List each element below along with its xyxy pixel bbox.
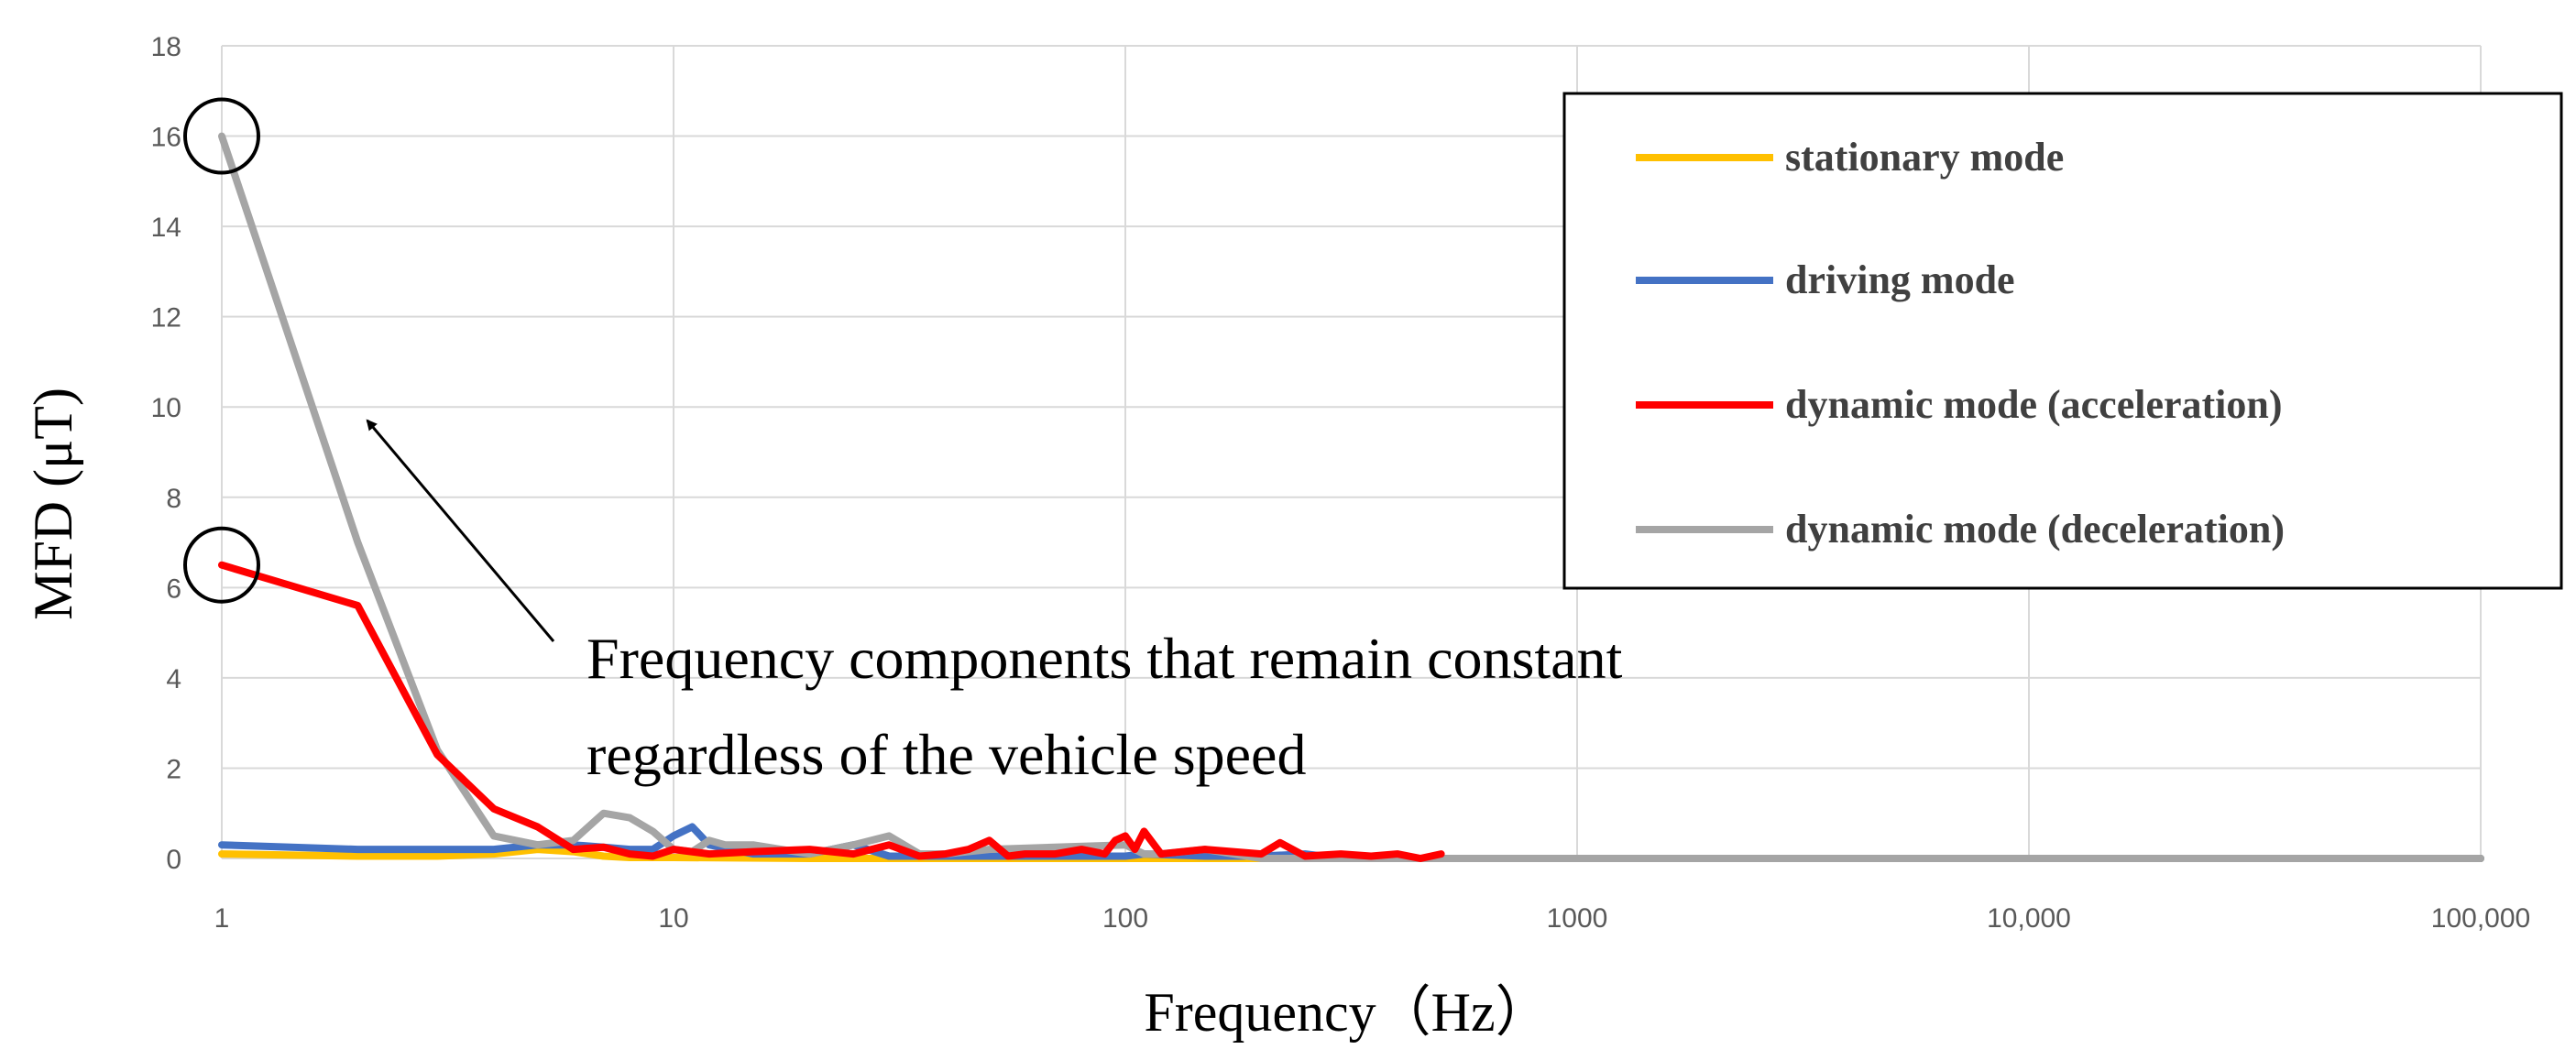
x-tick-label: 100,000 <box>2431 903 2530 934</box>
x-axis-title: Frequency（Hz） <box>1144 982 1550 1043</box>
x-tick-label: 10,000 <box>1987 903 2071 934</box>
legend-label: stationary mode <box>1785 135 2064 180</box>
y-tick-label: 2 <box>166 754 181 784</box>
y-tick-label: 16 <box>151 123 181 153</box>
annotation-line-2: regardless of the vehicle speed <box>586 722 1306 787</box>
y-tick-label: 6 <box>166 574 181 604</box>
legend-label: dynamic mode (acceleration) <box>1785 382 2283 427</box>
annotation-line-1: Frequency components that remain constan… <box>586 626 1623 691</box>
x-tick-label: 1000 <box>1547 903 1608 934</box>
x-tick-label: 100 <box>1102 903 1148 934</box>
y-axis-ticks: 0 2 4 6 8 10 12 14 16 18 <box>151 32 181 875</box>
highlight-circle <box>183 526 260 604</box>
y-axis-title: MFD (μT) <box>23 388 83 620</box>
x-tick-label: 1 <box>214 903 230 934</box>
series-line-dynamic-mode-acceleration <box>218 561 1445 862</box>
y-tick-label: 12 <box>151 303 181 333</box>
legend: stationary mode driving mode dynamic mode … <box>1562 92 2563 590</box>
y-tick-label: 0 <box>166 845 181 875</box>
series-lines <box>218 132 2484 862</box>
legend-label: driving mode <box>1785 257 2015 302</box>
y-tick-label: 14 <box>151 213 181 243</box>
y-tick-label: 18 <box>151 32 181 62</box>
annotation-arrow <box>366 419 555 642</box>
x-axis-ticks: 1 10 100 1000 10,000 100,000 <box>214 903 2531 934</box>
annotation: Frequency components that remain constan… <box>183 97 1623 787</box>
x-tick-label: 10 <box>658 903 688 934</box>
y-tick-label: 10 <box>151 393 181 423</box>
y-tick-label: 8 <box>166 484 181 514</box>
highlight-circle <box>183 97 260 175</box>
legend-label: dynamic mode (deceleration) <box>1785 507 2285 552</box>
y-tick-label: 4 <box>166 664 181 694</box>
legend-frame <box>1562 92 2563 590</box>
